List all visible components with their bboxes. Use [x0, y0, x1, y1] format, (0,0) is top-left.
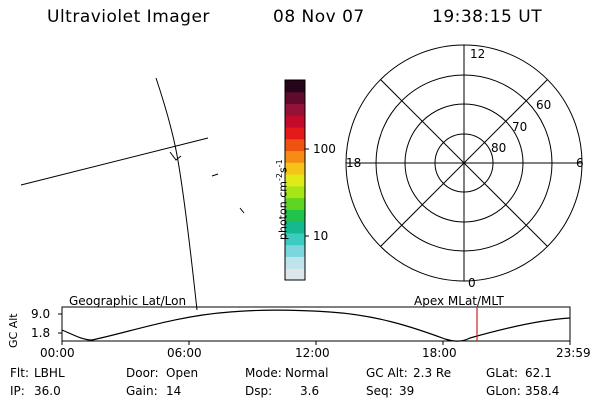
unit-main: photon cm — [276, 181, 290, 240]
polar-plot — [345, 44, 583, 282]
color-bar-band — [285, 256, 305, 269]
color-bar-band — [285, 162, 305, 175]
color-bar-band — [285, 127, 305, 140]
dsp-label: Dsp: — [245, 384, 273, 398]
glat-label: GLat: — [486, 366, 519, 380]
time-label: 19:38:15 UT — [432, 7, 543, 27]
color-bar-band — [285, 150, 305, 163]
date-label: 08 Nov 07 — [273, 7, 365, 27]
color-bar — [285, 80, 305, 281]
glat-value: 62.1 — [525, 366, 552, 380]
instrument-title: Ultraviolet Imager — [47, 7, 210, 27]
map-coast-fragment — [211, 173, 219, 177]
gain-value: 14 — [166, 384, 182, 398]
geographic-map — [20, 77, 245, 311]
color-bar-band — [285, 232, 305, 246]
door-label: Door: — [126, 366, 159, 380]
altitude-tick-label-9: 9.0 — [31, 307, 51, 321]
color-bar-unit: photon cm-2s-1 — [275, 159, 290, 240]
polar-label-lat80: 80 — [491, 141, 507, 155]
color-bar-band — [285, 115, 305, 128]
door-value: Open — [166, 366, 199, 380]
color-bar-band — [285, 268, 305, 281]
polar-label-18: 18 — [346, 156, 362, 170]
seq-value: 39 — [399, 384, 415, 398]
unit-exp1: -2 — [275, 173, 284, 182]
geographic-label: Geographic Lat/Lon — [69, 294, 187, 308]
mode-label: Mode: — [245, 366, 282, 380]
unit-mid: s — [276, 167, 290, 174]
polar-label-0: 0 — [468, 276, 476, 290]
time-label-24: 23:59 — [556, 346, 591, 360]
color-bar-frame — [284, 79, 306, 281]
ip-label: IP: — [10, 384, 25, 398]
altitude-axis-label: GC Alt — [7, 313, 20, 348]
dsp-value: 3.6 — [300, 384, 320, 398]
flt-value: LBHL — [34, 366, 65, 380]
color-bar-label-10: 10 — [313, 229, 329, 243]
map-coast-fragment — [169, 151, 182, 161]
polar-diagonal-2 — [380, 79, 548, 247]
color-bar-band — [285, 91, 305, 105]
gain-label: Gain: — [126, 384, 158, 398]
polar-label-12: 12 — [470, 47, 486, 61]
polar-label-lat70: 70 — [512, 120, 528, 134]
time-label-18: 18:00 — [422, 346, 457, 360]
color-bar-band — [285, 221, 305, 234]
altitude-plot — [58, 306, 571, 345]
glon-label: GLon: — [486, 384, 521, 398]
time-label-6: 06:00 — [167, 346, 202, 360]
altitude-curve — [61, 309, 571, 342]
gc-alt-value: 2.3 Re — [413, 366, 452, 380]
map-meridian-line — [155, 77, 198, 311]
altitude-plot-frame — [61, 306, 571, 342]
seq-label: Seq: — [366, 384, 393, 398]
mode-value: Normal — [285, 366, 329, 380]
color-bar-band — [285, 174, 305, 187]
apex-label: Apex MLat/MLT — [414, 294, 504, 308]
color-bar-band — [285, 244, 305, 257]
map-latitude-line — [20, 137, 209, 186]
ip-value: 36.0 — [34, 384, 61, 398]
time-label-12: 12:00 — [295, 346, 330, 360]
polar-label-lat60: 60 — [536, 98, 552, 112]
color-bar-band — [285, 138, 305, 152]
polar-label-6: 6 — [576, 156, 584, 170]
color-bar-label-100: 100 — [313, 142, 336, 156]
color-bar-band — [285, 80, 305, 93]
color-bar-band — [285, 185, 305, 199]
altitude-tick-label-1-8: 1.8 — [31, 326, 51, 340]
time-label-0: 00:00 — [40, 346, 75, 360]
flt-label: Flt: — [10, 366, 29, 380]
gc-alt-label: GC Alt: — [366, 366, 408, 380]
map-coast-fragment — [239, 207, 245, 214]
color-bar-band — [285, 197, 305, 210]
color-bar-band — [285, 103, 305, 116]
unit-exp2: -1 — [275, 159, 284, 168]
glon-value: 358.4 — [525, 384, 560, 398]
color-bar-band — [285, 209, 305, 222]
